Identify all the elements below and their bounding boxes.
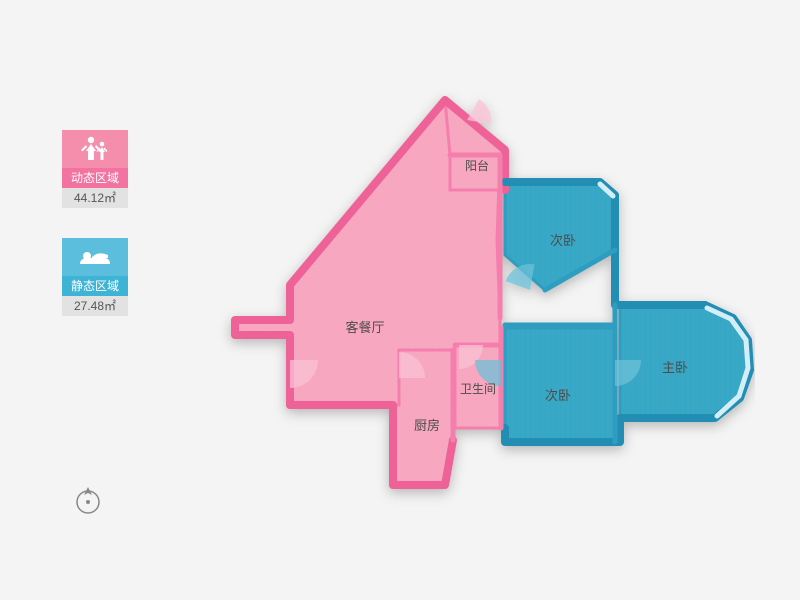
legend-static-value: 27.48㎡ bbox=[62, 296, 128, 316]
room-label-master: 主卧 bbox=[662, 360, 688, 375]
compass-icon bbox=[72, 484, 104, 516]
legend-static: 静态区域 27.48㎡ bbox=[62, 238, 128, 316]
legend-dynamic-title: 动态区域 bbox=[62, 168, 128, 188]
room-label-bath: 卫生间 bbox=[460, 382, 496, 396]
room-label-kitchen: 厨房 bbox=[414, 418, 440, 433]
legend-panel: 动态区域 44.12㎡ 静态区域 27.48㎡ bbox=[62, 130, 128, 346]
legend-dynamic-value: 44.12㎡ bbox=[62, 188, 128, 208]
room-label-bed2b: 次卧 bbox=[545, 388, 571, 403]
room-label-living: 客餐厅 bbox=[345, 320, 384, 335]
room-label-balcony: 阳台 bbox=[465, 158, 489, 173]
room-bed2b bbox=[505, 328, 615, 442]
room-label-bed2a: 次卧 bbox=[550, 233, 576, 248]
floor-plan: 客餐厅阳台厨房卫生间次卧次卧主卧 bbox=[195, 60, 755, 540]
legend-static-title: 静态区域 bbox=[62, 276, 128, 296]
people-icon bbox=[62, 130, 128, 168]
legend-dynamic: 动态区域 44.12㎡ bbox=[62, 130, 128, 208]
sleep-icon bbox=[62, 238, 128, 276]
